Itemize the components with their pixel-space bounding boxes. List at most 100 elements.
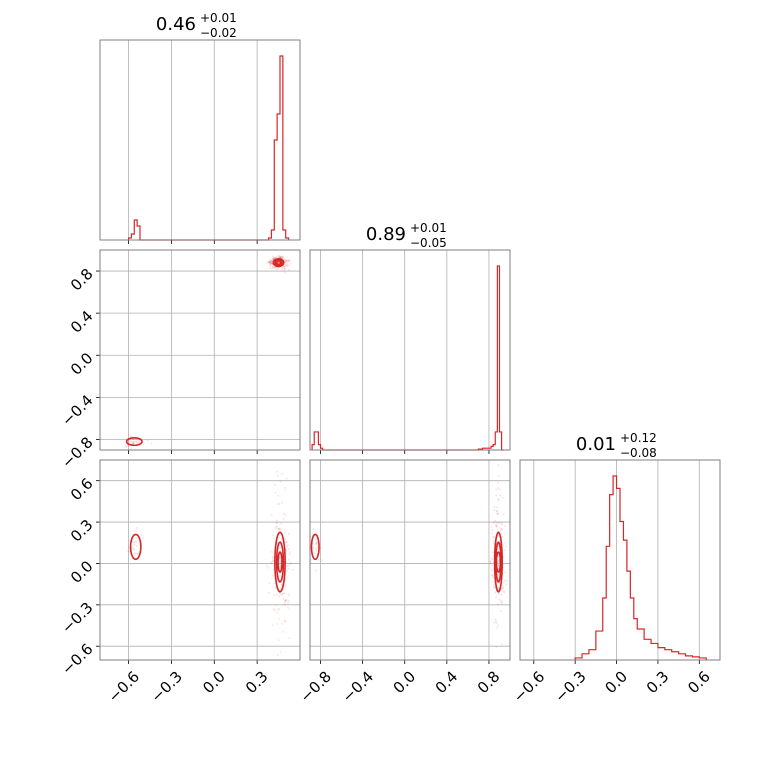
pair-1-3-point [283,620,286,623]
pair-1-3-point [279,557,282,560]
pair-2-3-point [320,559,323,562]
pair-1-3-contour-1-2 [129,533,142,561]
pair-2-3-point [496,487,499,490]
pair-1-2-point [286,260,289,263]
pair-1-2-point [283,259,286,262]
pair-2-3-point [500,600,503,603]
pair-2-3-point [492,536,495,539]
pair-2-3-point [497,475,500,478]
pair-1-2-point [279,255,282,258]
pair-1-3-point [133,541,136,544]
pair-1-3-point [279,587,282,590]
pair-1-3-point [278,561,281,564]
pair-2-3-point [490,573,493,576]
pair-1-3-point [279,564,282,567]
pair-1-2-point [274,257,277,260]
pair-2-3-point [314,543,317,546]
pair-1-3-point [135,527,138,530]
pair-1-2-point [281,256,284,259]
pair-2-3-point [504,571,507,574]
pair-1-3-point [273,594,276,597]
pair-2-3-point [492,522,495,525]
pair-1-3-point [285,549,288,552]
pair-1-3-point [134,553,137,556]
pair-2-3-point [316,546,319,549]
pair-1-3-point [278,559,281,562]
ytick-label-param-2-1: −0.4 [58,391,96,429]
title-param-1: 0.46 +0.01 −0.02 [156,11,237,40]
pair-2-3-point [498,488,501,491]
pair-2-3-point [493,621,496,624]
pair-1-2-point [268,260,271,263]
pair-1-3-point [131,545,134,548]
pair-1-2-point [280,256,283,259]
pair-2-3-point [493,509,496,512]
pair-1-3-point [133,543,136,546]
title-param-2: 0.89 +0.01 −0.05 [366,221,447,250]
pair-1-3-point [271,534,274,537]
pair-1-2-point [269,265,272,268]
pair-2-3-point [495,494,498,497]
pair-2-3-point [499,530,502,533]
pair-1-3-point [283,537,286,540]
pair-1-3-point [286,565,289,568]
pair-1-2-point [271,255,274,258]
pair-1-2-contour-0-1 [274,259,283,266]
xtick-label-param-3-4: 0.6 [684,668,714,698]
pair-1-3-point [274,586,277,589]
pair-2-3-point [496,573,499,576]
pair-2-3-point [319,547,322,550]
pair-2-3-point [313,551,316,554]
pair-1-3-point [279,546,282,549]
pair-2-3-point [503,525,506,528]
pair-2-3-point [491,529,494,532]
pair-2-3-point [495,626,498,629]
pair-1-3-point [288,558,291,561]
pair-2-3-contour-0-1 [495,541,502,583]
pair-1-3-point [283,602,286,605]
pair-1-2-point [289,262,292,265]
pair-2-3-point [494,596,497,599]
pair-1-3-point [275,519,278,522]
pair-1-3-point [271,557,274,560]
pair-1-2-point [284,268,287,271]
ytick-label-param-2-2: 0.0 [67,349,97,379]
pair-1-3-point [284,486,287,489]
pair-1-3-point [275,521,278,524]
pair-1-3-point [285,541,288,544]
pair-2-3-point [505,545,508,548]
pair-1-3-point [132,547,135,550]
pair-2-3-point [500,594,503,597]
pair-2-3-point [496,585,499,588]
pair-1-2-point [281,255,284,258]
pair-1-2-point [267,261,270,264]
pair-1-2-point [285,259,288,262]
pair-1-2-point [269,262,272,265]
pair-2-3-point [500,527,503,530]
pair-2-3-point [495,645,498,648]
pair-2-3-point [494,620,497,623]
pair-1-2-point [270,262,273,265]
pair-1-3-point [127,550,130,553]
pair-2-3-point [315,549,318,552]
title-param-2-median: 0.89 [366,224,406,245]
pair-1-2-point [268,260,271,263]
pair-1-3-point [282,512,285,515]
pair-1-3-point [273,483,276,486]
pair-2-3-point [497,592,500,595]
pair-1-2-point [284,263,287,266]
pair-2-3-point [501,586,504,589]
pair-2-3-point [505,583,508,586]
pair-1-3-point [273,609,276,612]
pair-1-2-point [283,271,286,274]
pair-1-3-point [281,592,284,595]
pair-1-2-point [283,265,286,268]
pair-2-3-point [315,542,318,545]
title-param-3: 0.01 +0.12 −0.08 [576,431,657,460]
pair-1-2-point [132,442,135,445]
pair-1-3-point [286,541,289,544]
pair-1-3-point [288,553,291,556]
pair-1-2-point [269,267,272,270]
pair-2-3-point [498,593,501,596]
pair-1-3-point [273,582,276,585]
